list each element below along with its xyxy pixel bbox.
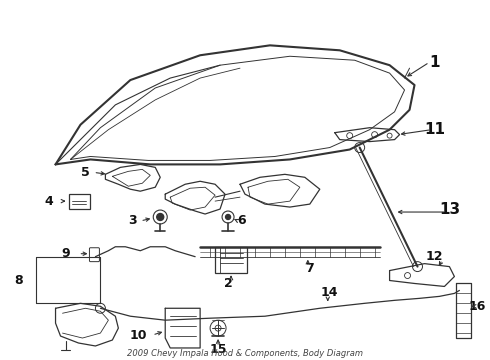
Text: 2: 2	[223, 277, 232, 290]
Text: 16: 16	[468, 300, 486, 313]
Text: 11: 11	[424, 122, 445, 137]
Text: 3: 3	[128, 215, 137, 228]
Text: 9: 9	[61, 247, 70, 260]
Text: 5: 5	[81, 166, 90, 179]
Text: 7: 7	[305, 262, 314, 275]
Text: 15: 15	[209, 343, 227, 356]
FancyBboxPatch shape	[90, 248, 99, 262]
Circle shape	[157, 213, 164, 220]
Text: 14: 14	[321, 286, 339, 299]
Text: 10: 10	[129, 329, 147, 342]
Text: 8: 8	[14, 274, 23, 287]
Text: 12: 12	[426, 250, 443, 263]
Text: 13: 13	[439, 202, 460, 217]
Text: 2009 Chevy Impala Hood & Components, Body Diagram: 2009 Chevy Impala Hood & Components, Bod…	[127, 350, 363, 359]
Circle shape	[225, 215, 230, 220]
Text: 1: 1	[429, 55, 440, 70]
Text: 6: 6	[238, 215, 246, 228]
FancyBboxPatch shape	[215, 247, 247, 273]
FancyBboxPatch shape	[69, 194, 91, 209]
Text: 4: 4	[44, 195, 53, 208]
